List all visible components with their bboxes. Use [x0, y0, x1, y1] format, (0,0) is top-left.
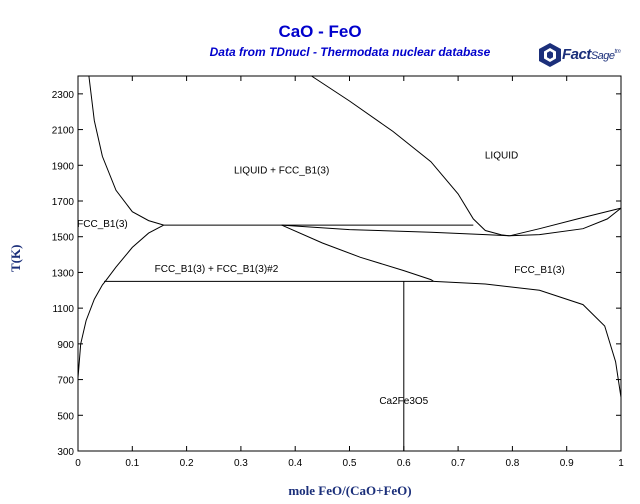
phase-boundary-7 [104, 224, 165, 282]
x-tick-label: 0.2 [180, 458, 194, 469]
phase-boundary-4 [509, 207, 622, 237]
region-label: LIQUID + FCC_B1(3) [234, 166, 329, 177]
x-tick-label: 0.6 [397, 458, 411, 469]
x-tick-label: 1 [618, 458, 624, 469]
y-tick-label: 300 [57, 447, 74, 458]
x-tick-label: 0.5 [343, 458, 357, 469]
region-label: LIQUID [485, 150, 518, 161]
y-tick-label: 1100 [52, 304, 74, 315]
y-tick-label: 500 [57, 411, 74, 422]
phase-boundary-8 [281, 224, 434, 282]
x-tick-label: 0.4 [288, 458, 302, 469]
phase-boundary-1 [88, 75, 164, 226]
x-tick-label: 0.7 [451, 458, 465, 469]
factsage-logo-text: FactSagetm [562, 46, 621, 63]
logo-brand: Fact [562, 46, 591, 63]
phase-boundary-5 [281, 224, 510, 237]
logo-suffix: Sage [590, 50, 615, 62]
phase-boundary-11 [433, 280, 622, 398]
phase-boundary-6 [509, 207, 622, 237]
y-tick-label: 1500 [52, 233, 75, 244]
y-tick-label: 900 [57, 340, 74, 351]
region-label: FCC_B1(3) [77, 219, 128, 230]
x-tick-label: 0.3 [234, 458, 248, 469]
phase-boundary-3 [311, 75, 510, 237]
logo-mark: tm [614, 49, 621, 55]
x-axis-label: mole FeO/(CaO+FeO) [288, 483, 412, 498]
y-tick-label: 2300 [52, 90, 75, 101]
x-tick-label: 0.8 [505, 458, 519, 469]
y-tick-label: 700 [57, 376, 74, 387]
region-label: FCC_B1(3) + FCC_B1(3)#2 [155, 264, 279, 275]
y-tick-label: 2100 [52, 126, 75, 137]
region-label: FCC_B1(3) [514, 265, 565, 276]
chart-subtitle: Data from TDnucl - Thermodata nuclear da… [209, 45, 491, 59]
y-tick-label: 1900 [52, 161, 75, 172]
chart-title: CaO - FeO [278, 22, 362, 41]
factsage-logo-icon [539, 43, 561, 67]
factsage-logo: FactSagetm [538, 42, 638, 72]
x-tick-label: 0.1 [125, 458, 139, 469]
phase-boundary-12 [77, 281, 106, 378]
x-tick-label: 0.9 [560, 458, 574, 469]
y-tick-label: 1700 [52, 197, 75, 208]
region-label: Ca2Fe3O5 [379, 396, 428, 407]
y-tick-label: 1300 [52, 268, 75, 279]
x-tick-label: 0 [75, 458, 81, 469]
